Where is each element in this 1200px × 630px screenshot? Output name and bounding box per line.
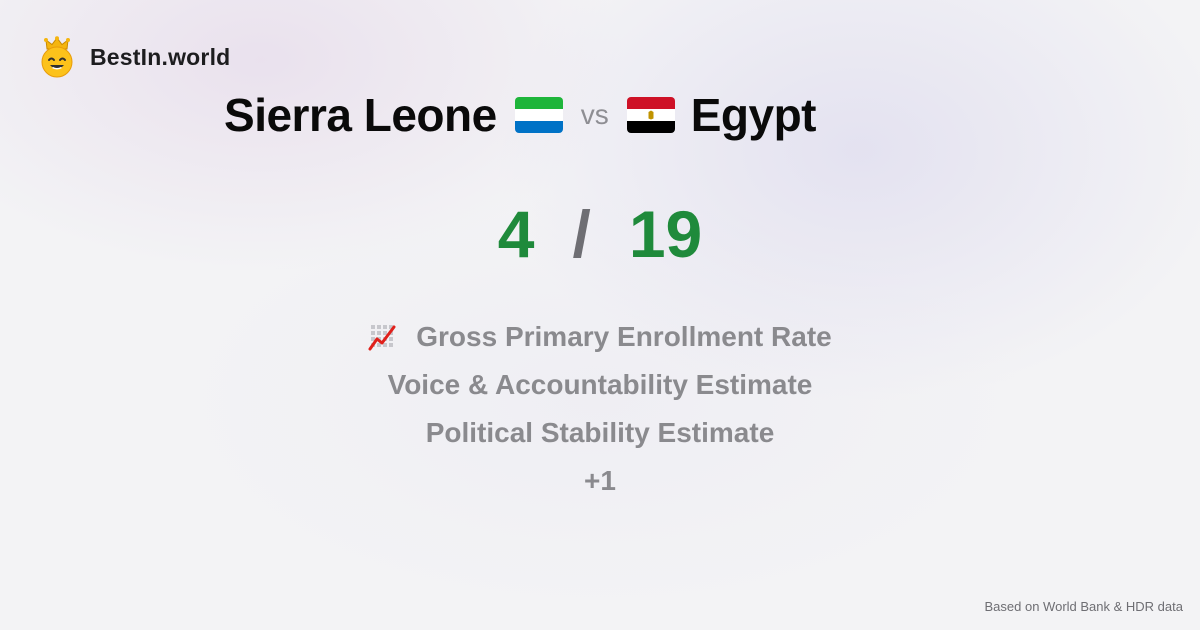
egypt-flag-icon	[626, 97, 675, 133]
country-matchup: Sierra Leone vs Egypt	[0, 88, 1040, 142]
metric-label: +1	[584, 465, 616, 496]
more-metrics-count: +1	[584, 457, 616, 505]
metrics-list: Gross Primary Enrollment Rate Voice & Ac…	[0, 313, 1200, 505]
metric-item: Gross Primary Enrollment Rate	[368, 313, 832, 361]
chart-increasing-icon	[368, 325, 396, 351]
score-display: 4 / 19	[0, 196, 1200, 272]
sierra-leone-flag-icon	[514, 97, 563, 133]
metric-item: Political Stability Estimate	[426, 409, 775, 457]
metric-label: Gross Primary Enrollment Rate	[416, 321, 832, 352]
metric-label: Voice & Accountability Estimate	[387, 369, 813, 400]
brand[interactable]: BestIn.world	[38, 36, 230, 78]
crowned-smiley-icon	[41, 36, 73, 78]
data-source-note: Based on World Bank & HDR data	[984, 599, 1183, 614]
metric-item: Voice & Accountability Estimate	[388, 361, 813, 409]
metric-label: Political Stability Estimate	[425, 417, 775, 448]
right-country-name[interactable]: Egypt	[690, 89, 817, 141]
right-score: 19	[628, 197, 703, 271]
left-score: 4	[497, 197, 535, 271]
vs-label: vs	[580, 99, 609, 130]
brand-name: BestIn.world	[90, 43, 231, 70]
score-separator: /	[572, 197, 591, 271]
left-country-name[interactable]: Sierra Leone	[224, 89, 497, 141]
